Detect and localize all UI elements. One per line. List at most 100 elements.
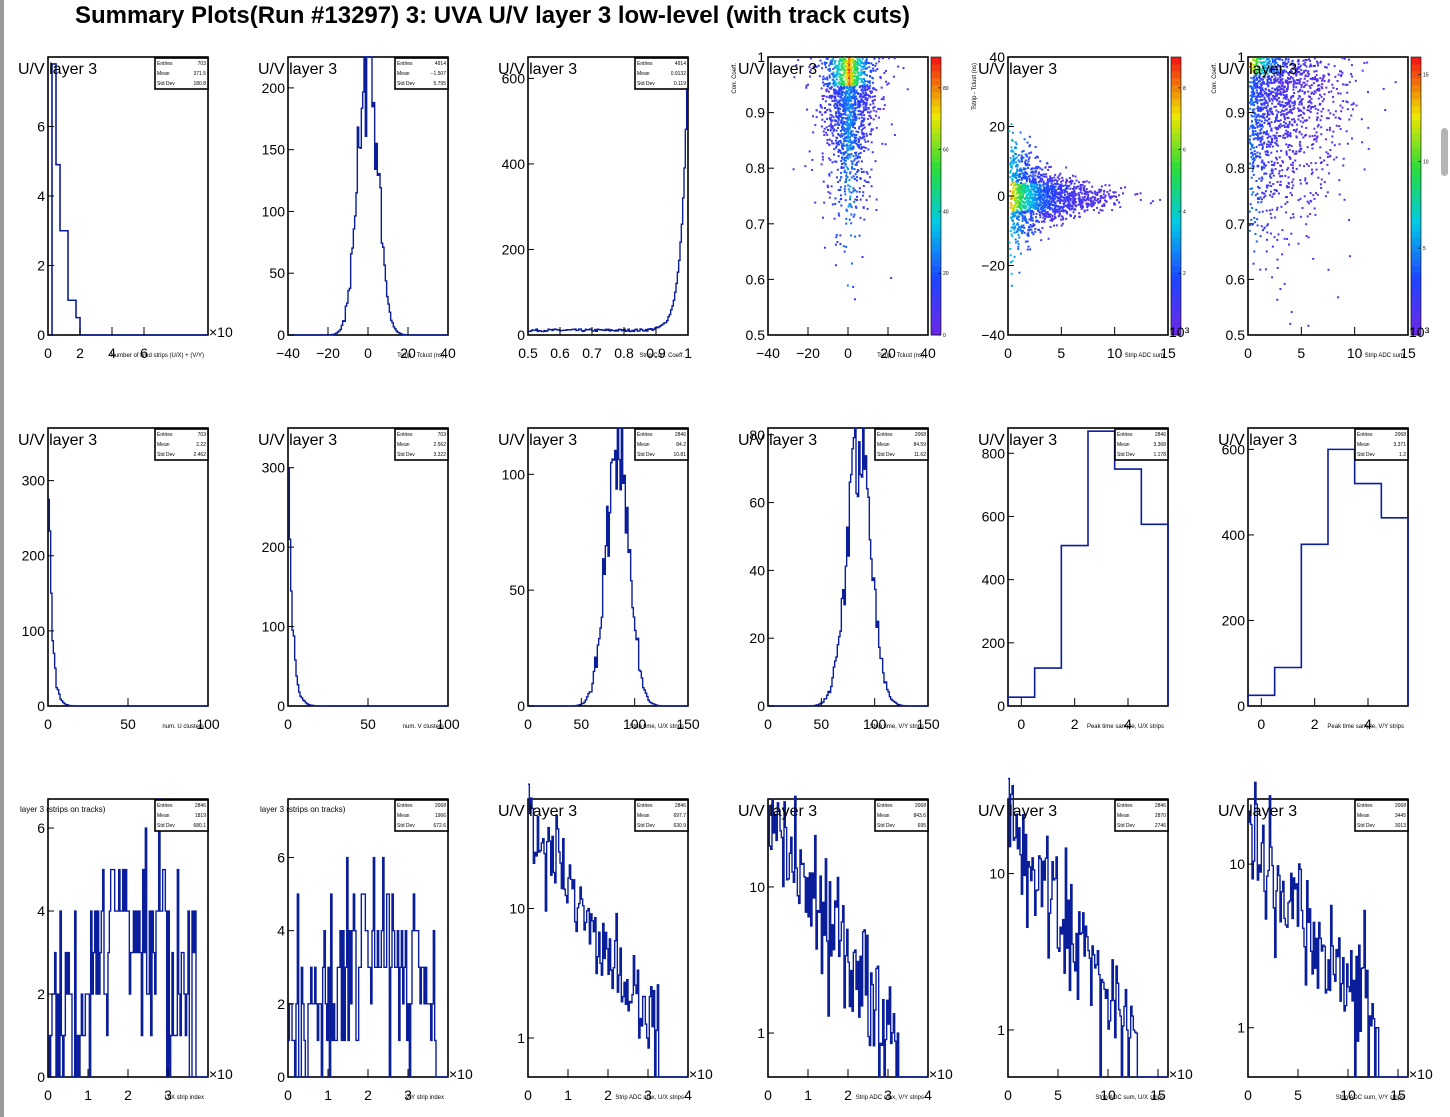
heatmap-cell [1274, 167, 1277, 170]
heatmap-cell [872, 67, 875, 70]
heatmap-cell [1253, 216, 1256, 219]
heatmap-cell [848, 105, 851, 108]
heatmap-cell [1255, 83, 1258, 86]
y-tick-label: 0 [277, 327, 285, 343]
stats-label: Mean [1117, 813, 1130, 819]
heatmap-cell [840, 125, 843, 128]
y-tick-label: 1 [757, 49, 765, 65]
heatmap-cell [1319, 77, 1322, 80]
heatmap-cell [1299, 100, 1302, 103]
heatmap-cell [855, 61, 858, 64]
heatmap-cell [843, 70, 846, 73]
heatmap-cell [1024, 162, 1027, 165]
heatmap-cell [835, 146, 838, 149]
heatmap-cell [1262, 166, 1265, 169]
stats-box [634, 799, 689, 832]
heatmap-cell [829, 129, 832, 132]
heatmap-cell [825, 126, 828, 129]
heatmap-cell [845, 208, 848, 211]
heatmap-cell [1279, 64, 1282, 67]
x-tick-label: 100 [863, 716, 887, 732]
heatmap-cell [1259, 123, 1262, 126]
heatmap-cell [839, 139, 842, 142]
heatmap-cell [835, 160, 838, 163]
heatmap-cell [1015, 171, 1018, 174]
heatmap-cell [846, 70, 849, 73]
heatmap-cell [892, 75, 895, 78]
heatmap-cell [851, 66, 854, 69]
z-tick-label: 15 [1423, 72, 1429, 78]
heatmap-cell [1323, 98, 1326, 101]
heatmap-cell [1009, 206, 1012, 209]
heatmap-cell [1034, 195, 1037, 198]
heatmap-cell [879, 75, 882, 78]
color-scale-band [931, 161, 941, 169]
heatmap-cell [1106, 190, 1109, 193]
plot-title: U/V layer 3 [18, 432, 97, 449]
heatmap-cell [1292, 78, 1295, 81]
heatmap-cell [841, 117, 844, 120]
heatmap-cell [1283, 61, 1286, 64]
heatmap-cell [1275, 68, 1278, 71]
heatmap-cell [1266, 112, 1269, 115]
heatmap-cell [861, 136, 864, 139]
heatmap-cell [860, 171, 863, 174]
heatmap-cell [1271, 195, 1274, 198]
heatmap-cell [1268, 62, 1271, 65]
heatmap-cell [1273, 80, 1276, 83]
y-tick-label: 40 [989, 49, 1005, 65]
heatmap-cell [828, 69, 831, 72]
heatmap-cell [1011, 177, 1014, 180]
heatmap-cell [1308, 135, 1311, 138]
heatmap-cell [855, 190, 858, 193]
heatmap-cell [1020, 194, 1023, 197]
heatmap-cell [1071, 194, 1074, 197]
heatmap-cell [1049, 175, 1052, 178]
heatmap-cell [1039, 231, 1042, 234]
heatmap-cell [1249, 162, 1252, 165]
heatmap-cell [832, 95, 835, 98]
heatmap-cell [854, 112, 857, 115]
heatmap-cell [1303, 107, 1306, 110]
heatmap-cell [863, 61, 866, 64]
heatmap-cell [1290, 232, 1293, 235]
heatmap-cell [1255, 95, 1258, 98]
heatmap-cell [858, 234, 861, 237]
heatmap-cell [866, 172, 869, 175]
heatmap-cell [845, 109, 848, 112]
heatmap-cell [812, 131, 815, 134]
heatmap-cell [856, 81, 859, 84]
heatmap-cell [1278, 172, 1281, 175]
heatmap-cell [1058, 174, 1061, 177]
heatmap-cell [835, 236, 838, 239]
heatmap-cell [1273, 192, 1276, 195]
heatmap-cell [1275, 80, 1278, 83]
heatmap-cell [1269, 194, 1272, 197]
heatmap-cell [1281, 81, 1284, 84]
heatmap-cell [840, 68, 843, 71]
heatmap-cell [1283, 282, 1286, 285]
heatmap-cell [1255, 115, 1258, 118]
heatmap-cell [831, 119, 834, 122]
histogram-series [528, 82, 688, 333]
heatmap-cell [842, 99, 845, 102]
heatmap-cell [1029, 193, 1032, 196]
heatmap-cell [1340, 110, 1343, 113]
heatmap-cell [1273, 74, 1276, 77]
heatmap-cell [1062, 179, 1065, 182]
scrollbar-thumb[interactable] [1441, 128, 1448, 176]
heatmap-cell [845, 104, 848, 107]
heatmap-cell [1030, 180, 1033, 183]
heatmap-cell [828, 157, 831, 160]
heatmap-cell [1047, 181, 1050, 184]
heatmap-cell [836, 69, 839, 72]
heatmap-cell [1314, 213, 1317, 216]
x-tick-label: 0 [844, 345, 852, 361]
heatmap-cell [1020, 178, 1023, 181]
heatmap-cell [1335, 124, 1338, 127]
heatmap-cell [1267, 88, 1270, 91]
heatmap-cell [1316, 89, 1319, 92]
heatmap-cell [1351, 75, 1354, 78]
heatmap-cell [1032, 180, 1035, 183]
